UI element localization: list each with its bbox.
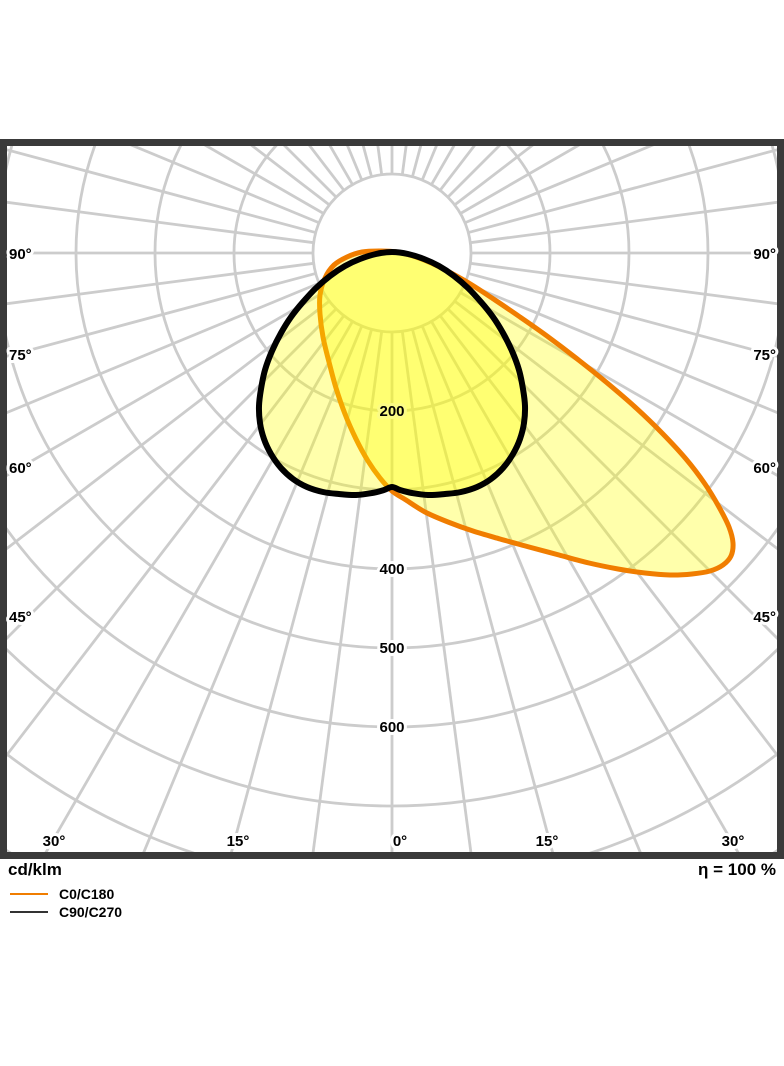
radial-tick-label: 600 xyxy=(379,719,404,736)
radial-tick-label: 200 xyxy=(379,403,404,420)
angle-label-bottom: 0° xyxy=(393,833,407,850)
legend-item-c0-c180: C0/C180 xyxy=(10,885,122,903)
c90-c270-curve xyxy=(255,249,529,499)
grid-spoke xyxy=(7,307,338,640)
legend-label-c0-c180: C0/C180 xyxy=(59,886,115,902)
grid-spoke xyxy=(467,148,777,234)
grid-spoke xyxy=(411,328,554,852)
grid-spoke xyxy=(470,200,777,245)
grid-spoke xyxy=(438,314,777,758)
grid-spoke xyxy=(203,146,325,215)
grid-spoke xyxy=(464,281,777,414)
grid-spoke xyxy=(400,331,473,852)
grid-spoke xyxy=(230,328,373,852)
angle-label-left: 45° xyxy=(9,609,32,626)
radial-tick-label: 400 xyxy=(379,561,404,578)
grid-spoke xyxy=(7,281,320,414)
angle-label-left: 60° xyxy=(9,460,32,477)
angle-label-right: 60° xyxy=(753,460,776,477)
chart-frame xyxy=(0,139,784,859)
grid-spoke xyxy=(470,261,777,306)
angle-label-bottom: 30° xyxy=(722,833,745,850)
angle-label-left: 90° xyxy=(9,246,32,263)
grid-spoke xyxy=(7,299,331,551)
grid-spoke xyxy=(7,200,314,245)
grid-spoke xyxy=(142,325,364,852)
grid-spoke xyxy=(464,146,654,225)
legend-label-c90-c270: C90/C270 xyxy=(59,904,123,920)
angle-label-bottom: 15° xyxy=(536,833,559,850)
grid-spoke xyxy=(7,261,314,306)
grid-spoke xyxy=(420,325,642,852)
angle-label-bottom: 15° xyxy=(227,833,250,850)
grid-spoke xyxy=(7,148,317,234)
angle-label-right: 90° xyxy=(753,246,776,263)
grid-spoke xyxy=(7,291,325,477)
grid-spoke xyxy=(7,272,317,358)
grid-spoke xyxy=(7,314,346,758)
grid-spoke xyxy=(467,272,777,358)
grid-spoke xyxy=(459,146,581,215)
grid-spoke xyxy=(430,320,740,852)
angle-label-right: 75° xyxy=(753,347,776,364)
grid-spoke xyxy=(44,320,354,852)
c0-c180-line-swatch xyxy=(10,893,48,895)
angle-label-right: 45° xyxy=(753,609,776,626)
grid-spoke xyxy=(130,146,320,225)
grid-spoke xyxy=(453,299,777,551)
c90-c270-line-swatch xyxy=(10,911,48,913)
angle-label-left: 75° xyxy=(9,347,32,364)
unit-label: cd/klm xyxy=(8,860,62,879)
legend-item-c90-c270: C90/C270 xyxy=(10,903,122,921)
legend: C0/C180 C90/C270 xyxy=(10,885,122,921)
efficiency-label: η = 100 % xyxy=(698,860,776,879)
chart-labels: 90° 75° 60° 45° 90° 75° 60° 45° 30° 15° 0° 15° 30° 20… xyxy=(6,243,779,853)
angle-label-bottom: 30° xyxy=(43,833,66,850)
curves xyxy=(255,248,736,578)
radial-tick-label: 500 xyxy=(379,640,404,657)
